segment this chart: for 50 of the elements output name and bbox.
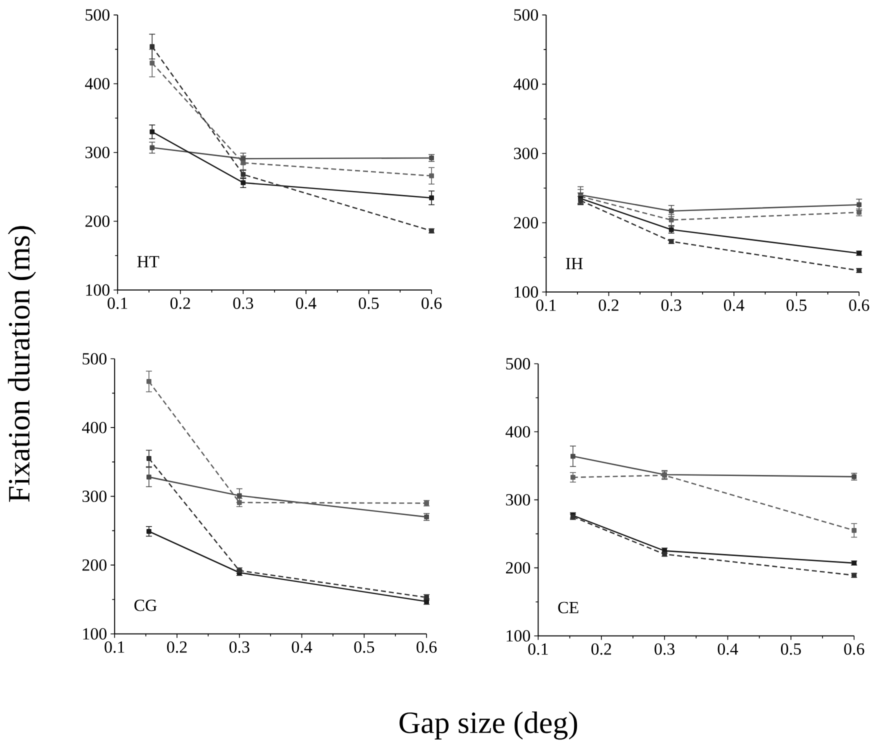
y-tick-label: 300 <box>514 148 538 159</box>
x-tick-label: 0.3 <box>661 299 682 311</box>
y-tick-label: 500 <box>86 8 110 20</box>
x-tick-label: 0.6 <box>416 641 437 653</box>
y-tick-label: 100 <box>506 630 530 642</box>
x-tick-label: 0.4 <box>718 643 738 655</box>
y-tick-label: 400 <box>85 78 110 90</box>
y-tick-label: 100 <box>86 284 110 296</box>
x-tick-label: 0.3 <box>654 643 674 655</box>
y-tick-label: 300 <box>82 490 106 502</box>
y-tick-label: 500 <box>506 358 530 370</box>
y-tick-label: 500 <box>514 8 538 20</box>
y-tick-label: 200 <box>82 559 106 571</box>
x-axis-title: Gap size (deg) <box>400 711 578 740</box>
x-tick-label: 0.2 <box>598 299 618 311</box>
y-tick-label: 300 <box>506 494 530 506</box>
y-axis-title: Fixation duration (ms) <box>8 226 36 502</box>
x-tick-label: 0.2 <box>167 641 187 653</box>
annotation: CE <box>558 602 578 614</box>
x-tick-label: 0.5 <box>358 297 379 309</box>
y-tick-label: 400 <box>82 422 106 434</box>
x-tick-label: 0.2 <box>591 643 612 655</box>
y-tick-label: 200 <box>85 215 110 227</box>
annotation: CG <box>134 599 157 611</box>
y-tick-label: 500 <box>82 352 106 364</box>
y-tick-label: 100 <box>514 286 538 298</box>
y-tick-label: 200 <box>506 562 530 574</box>
y-tick-label: 400 <box>514 78 538 90</box>
x-tick-label: 0.1 <box>528 643 548 655</box>
y-tick-label: 200 <box>514 216 538 228</box>
x-tick-label: 0.4 <box>292 641 312 653</box>
x-tick-label: 0.3 <box>229 641 250 653</box>
x-tick-label: 0.6 <box>849 299 870 311</box>
x-tick-label: 0.5 <box>780 643 801 655</box>
x-tick-label: 0.1 <box>108 297 128 309</box>
y-tick-label: 400 <box>506 426 530 438</box>
x-tick-label: 0.6 <box>422 297 442 309</box>
annotation: IH <box>566 258 583 269</box>
x-tick-label: 0.3 <box>233 297 254 309</box>
x-tick-label: 0.5 <box>786 299 806 311</box>
x-tick-label: 0.6 <box>844 643 864 655</box>
y-tick-label: 300 <box>85 146 110 158</box>
x-tick-label: 0.4 <box>724 299 744 311</box>
x-tick-label: 0.4 <box>296 297 316 309</box>
x-tick-label: 0.1 <box>536 299 556 311</box>
x-tick-label: 0.5 <box>354 641 374 653</box>
x-tick-label: 0.1 <box>104 641 124 653</box>
y-tick-label: 100 <box>83 628 106 640</box>
annotation: HT <box>137 256 160 267</box>
x-tick-label: 0.2 <box>170 297 190 309</box>
